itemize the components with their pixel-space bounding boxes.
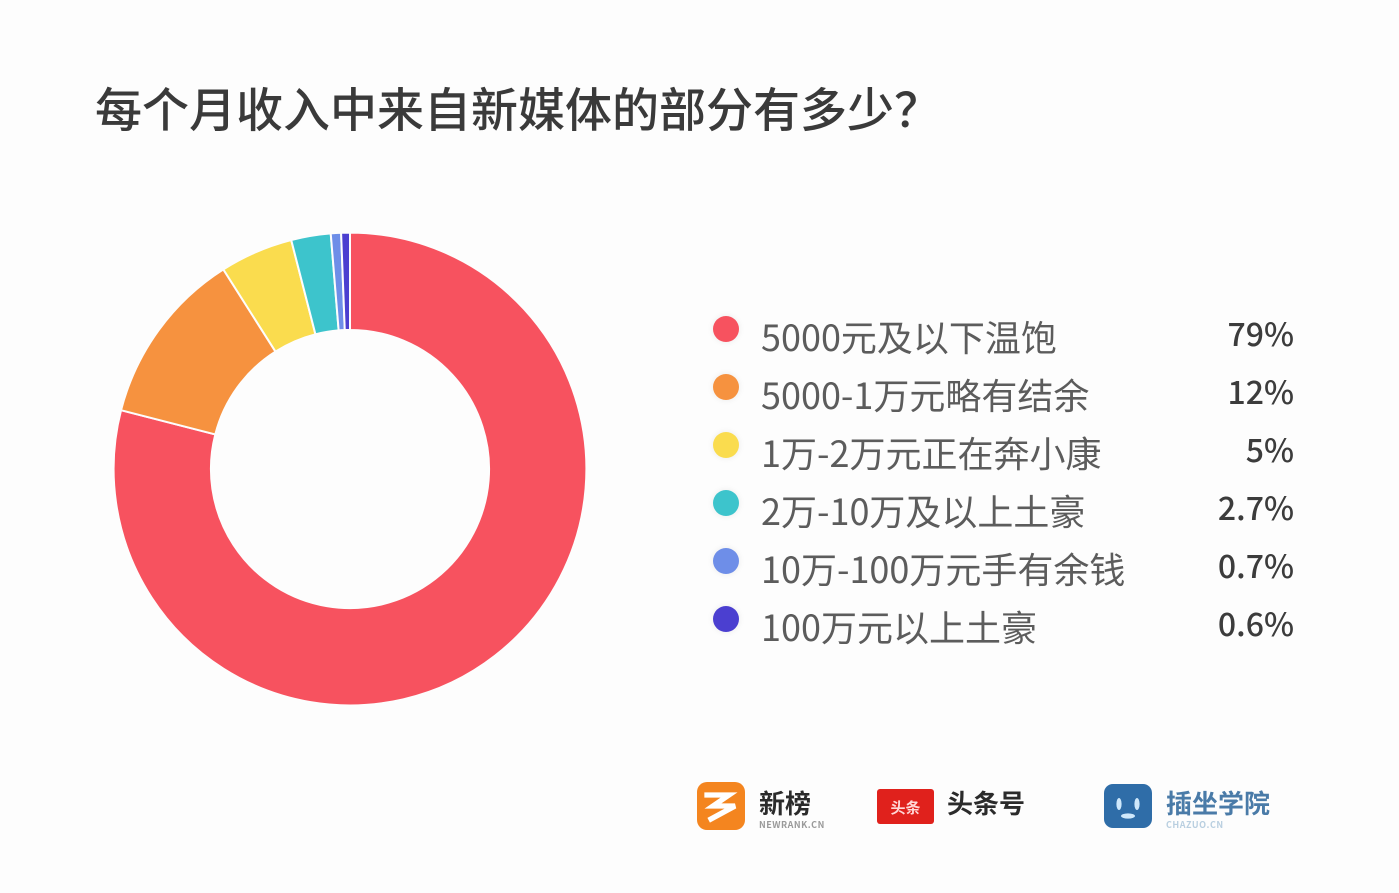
svg-text:头条: 头条: [890, 797, 920, 818]
